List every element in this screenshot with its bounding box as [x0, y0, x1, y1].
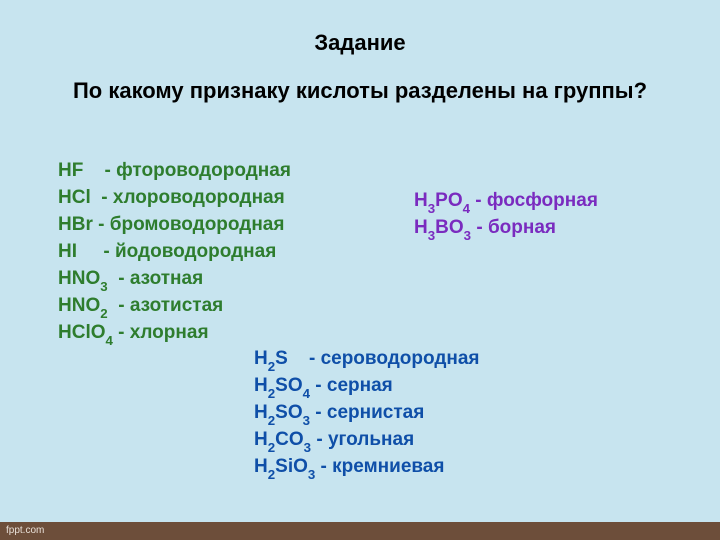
slide: Задание По какому признаку кислоты разде…	[0, 0, 720, 540]
acid-formula: HClO4	[58, 322, 113, 343]
acid-formula: HCl	[58, 187, 91, 208]
dash-separator: -	[310, 402, 327, 423]
acid-formula: HNO3	[58, 268, 108, 289]
acid-line: H2S - сероводородная	[254, 348, 480, 372]
acid-formula: HF	[58, 160, 83, 181]
acid-line: HF - фтороводородная	[58, 160, 291, 182]
dash-separator: -	[91, 187, 113, 208]
acid-formula: H2SO3	[254, 402, 310, 423]
acid-name: угольная	[328, 429, 414, 450]
dash-separator: -	[93, 214, 110, 235]
dash-separator: -	[288, 348, 321, 369]
acid-formula: H2CO3	[254, 429, 311, 450]
acid-name: сернистая	[327, 402, 424, 423]
acid-line: HI - йодоводородная	[58, 241, 276, 263]
dash-separator: -	[315, 456, 332, 477]
acid-line: HCl - хлороводородная	[58, 187, 285, 209]
acid-name: фосфорная	[487, 190, 598, 211]
acid-name: азотистая	[130, 295, 223, 316]
acid-formula: H3BO3	[414, 217, 471, 238]
acid-name: кремниевая	[332, 456, 444, 477]
dash-separator: -	[108, 295, 130, 316]
acid-name: бромоводородная	[110, 214, 285, 235]
acid-formula: H2SiO3	[254, 456, 315, 477]
acid-line: H2SO3 - сернистая	[254, 402, 424, 426]
acid-formula: H3PO4	[414, 190, 470, 211]
acid-name: сероводородная	[321, 348, 480, 369]
footer-text: fppt.com	[6, 525, 44, 536]
acid-line: HNO2 - азотистая	[58, 295, 223, 319]
acid-formula: HNO2	[58, 295, 108, 316]
footer-bar: fppt.com	[0, 522, 720, 540]
acid-line: HBr - бромоводородная	[58, 214, 284, 236]
acid-name: йодоводородная	[115, 241, 276, 262]
acid-name: хлороводородная	[113, 187, 285, 208]
dash-separator: -	[470, 190, 487, 211]
acid-line: H2CO3 - угольная	[254, 429, 414, 453]
dash-separator: -	[77, 241, 115, 262]
slide-title: Задание	[0, 30, 720, 56]
acid-name: борная	[488, 217, 556, 238]
dash-separator: -	[471, 217, 488, 238]
acid-formula: H2S	[254, 348, 288, 369]
acid-line: H3PO4 - фосфорная	[414, 190, 598, 214]
dash-separator: -	[108, 268, 130, 289]
acid-line: H3BO3 - борная	[414, 217, 556, 241]
acid-formula: HBr	[58, 214, 93, 235]
acid-name: азотная	[130, 268, 203, 289]
acid-line: H2SO4 - серная	[254, 375, 393, 399]
acid-name: фтороводородная	[116, 160, 291, 181]
acid-line: H2SiO3 - кремниевая	[254, 456, 444, 480]
dash-separator: -	[83, 160, 116, 181]
acid-formula: H2SO4	[254, 375, 310, 396]
acid-formula: HI	[58, 241, 77, 262]
dash-separator: -	[311, 429, 328, 450]
acid-line: HNO3 - азотная	[58, 268, 203, 292]
acid-name: хлорная	[130, 322, 209, 343]
dash-separator: -	[113, 322, 130, 343]
dash-separator: -	[310, 375, 327, 396]
acid-line: HClO4 - хлорная	[58, 322, 209, 346]
acid-name: серная	[327, 375, 393, 396]
slide-question: По какому признаку кислоты разделены на …	[0, 78, 720, 104]
